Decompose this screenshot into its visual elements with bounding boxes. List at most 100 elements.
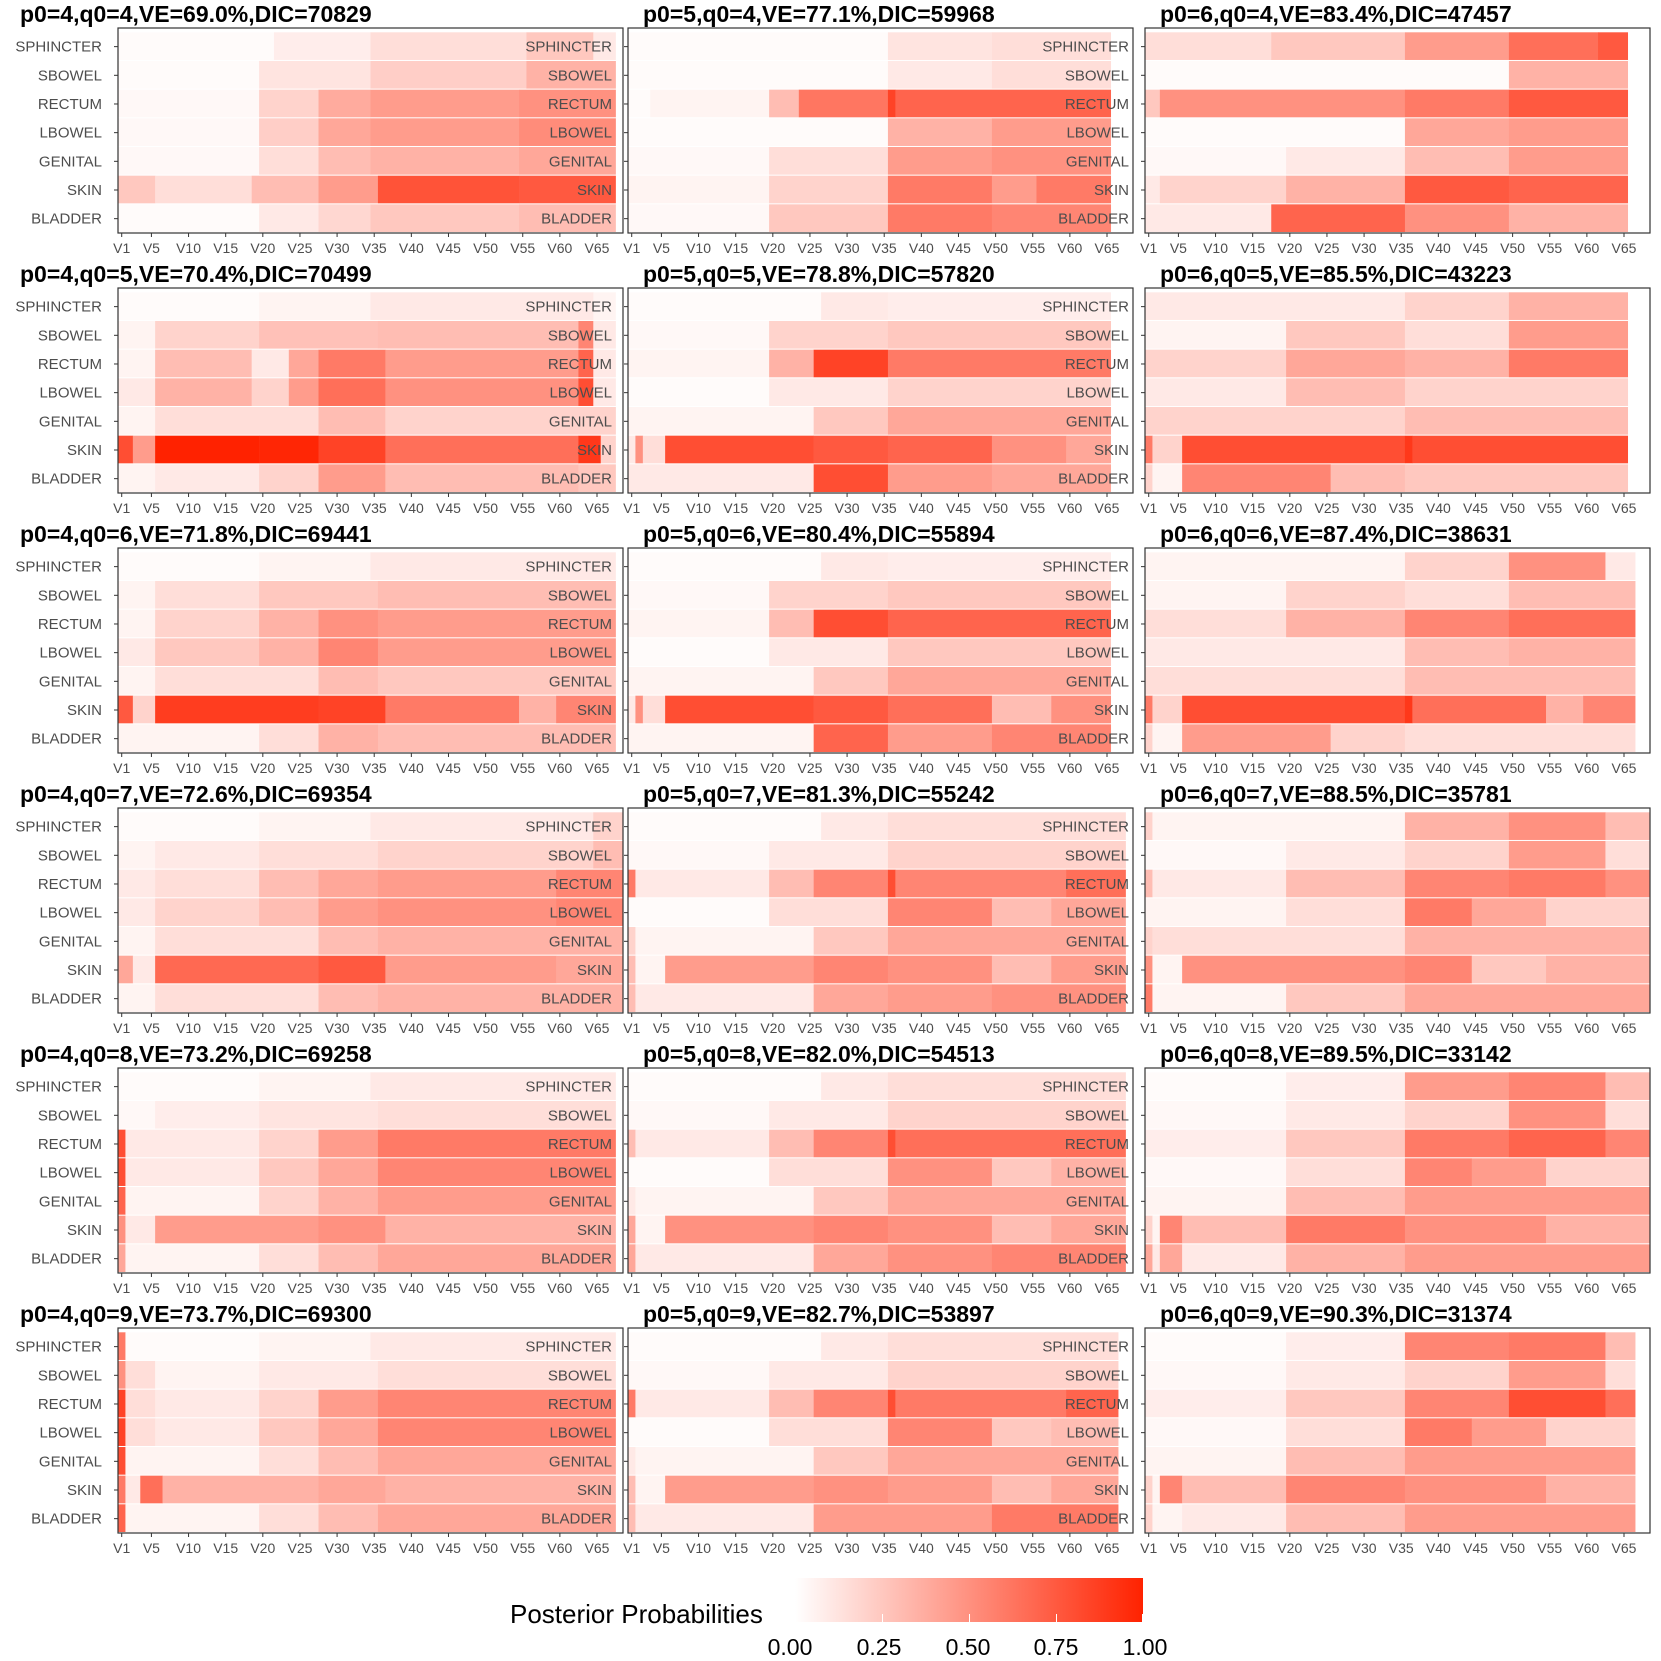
x-tick-label: V15 bbox=[1240, 1540, 1265, 1556]
heatmap-cell bbox=[1286, 146, 1406, 175]
heatmap-cell bbox=[1051, 1418, 1119, 1446]
x-tick-label: V35 bbox=[362, 240, 387, 256]
heatmap-panel: p0=6,q0=4,VE=83.4%,DIC=47457 SPHINCTER SBO… bbox=[1042, 1, 1651, 256]
heatmap-cell bbox=[1152, 1504, 1183, 1532]
heatmap-cell bbox=[628, 89, 651, 118]
heatmap-cell bbox=[1145, 1360, 1287, 1389]
heatmap-cell bbox=[259, 609, 319, 638]
x-tick-label: V20 bbox=[1277, 1540, 1302, 1556]
x-tick-label: V5 bbox=[143, 760, 160, 776]
heatmap-cell bbox=[1404, 638, 1510, 666]
panel-title: p0=5,q0=6,VE=80.4%,DIC=55894 bbox=[643, 521, 995, 547]
heatmap-cell bbox=[1605, 1332, 1636, 1360]
x-tick-label: V15 bbox=[213, 500, 238, 516]
heatmap-cell bbox=[273, 32, 371, 60]
row-label: LBOWEL bbox=[549, 905, 612, 922]
heatmap-cell bbox=[821, 1072, 889, 1100]
heatmap-cell bbox=[887, 1418, 993, 1446]
x-tick-label: V10 bbox=[686, 500, 711, 516]
heatmap-cell bbox=[991, 464, 1112, 492]
x-tick-label: V55 bbox=[1020, 1280, 1045, 1296]
heatmap-cell bbox=[318, 1158, 379, 1186]
heatmap-cell bbox=[118, 812, 260, 840]
x-tick-label: V1 bbox=[113, 1540, 130, 1556]
heatmap-cell bbox=[155, 869, 260, 898]
heatmap-cell bbox=[1145, 666, 1406, 695]
panel-frame bbox=[627, 1327, 1134, 1534]
heatmap-cell bbox=[519, 204, 616, 232]
row-label: RECTUM bbox=[548, 1136, 612, 1153]
heatmap-cell bbox=[318, 955, 386, 984]
x-tick-label: V10 bbox=[686, 760, 711, 776]
panel-frame bbox=[1144, 1067, 1651, 1274]
row-label: BLADDER bbox=[541, 1511, 612, 1528]
heatmap-cell bbox=[628, 406, 814, 435]
x-tick-label: V65 bbox=[1095, 1280, 1120, 1296]
x-tick-label: V55 bbox=[510, 1280, 535, 1296]
x-tick-label: V45 bbox=[1463, 500, 1488, 516]
heatmap-cell bbox=[118, 32, 275, 60]
heatmap-cell bbox=[769, 320, 889, 349]
x-tick-label: V65 bbox=[585, 500, 610, 516]
x-tick-label: V10 bbox=[686, 240, 711, 256]
row-label: BLADDER bbox=[1058, 471, 1129, 488]
heatmap-cell bbox=[628, 1215, 636, 1244]
heatmap-cell bbox=[118, 292, 260, 320]
row-label: GENITAL bbox=[549, 153, 612, 170]
x-tick-label: V50 bbox=[473, 500, 498, 516]
heatmap-cell bbox=[628, 32, 889, 60]
heatmap-cell bbox=[635, 435, 644, 464]
heatmap-cell bbox=[887, 89, 896, 118]
x-tick-label: V65 bbox=[585, 240, 610, 256]
row-label: BLADDER bbox=[31, 731, 102, 748]
heatmap-cell bbox=[125, 1129, 260, 1158]
heatmap-cell bbox=[1546, 695, 1584, 724]
heatmap-panel: p0=5,q0=9,VE=82.7%,DIC=53897 SPHINCTER SBO… bbox=[525, 1301, 1134, 1556]
heatmap-cell bbox=[155, 984, 319, 1012]
heatmap-cell bbox=[887, 378, 1112, 406]
heatmap-cell bbox=[155, 580, 260, 609]
heatmap-cell bbox=[1152, 869, 1287, 898]
heatmap-cell bbox=[377, 869, 557, 898]
heatmap-cell bbox=[1605, 1389, 1636, 1418]
heatmap-cell bbox=[1182, 695, 1406, 724]
heatmap-cell bbox=[1145, 984, 1153, 1012]
heatmap-cell bbox=[1286, 1389, 1406, 1418]
heatmap-cell bbox=[1152, 812, 1406, 840]
heatmap-cell bbox=[1412, 695, 1547, 724]
x-tick-label: V50 bbox=[983, 500, 1008, 516]
heatmap-cell bbox=[1145, 1072, 1287, 1100]
heatmap-cell bbox=[1404, 32, 1510, 60]
heatmap-panel: p0=4,q0=7,VE=72.6%,DIC=69354 SPHINCTER SBO… bbox=[15, 781, 624, 1036]
heatmap-cell bbox=[628, 926, 636, 955]
x-tick-label: V45 bbox=[946, 240, 971, 256]
heatmap-cell bbox=[118, 406, 156, 435]
x-tick-label: V20 bbox=[1277, 760, 1302, 776]
heatmap-cell bbox=[1145, 840, 1287, 869]
heatmap-cell bbox=[1145, 378, 1287, 406]
heatmap-cell bbox=[895, 1129, 1067, 1158]
x-tick-label: V25 bbox=[287, 240, 312, 256]
row-label: LBOWEL bbox=[39, 1425, 102, 1442]
heatmap-cell bbox=[1145, 1129, 1287, 1158]
heatmap-cell bbox=[1145, 1244, 1153, 1272]
x-tick-label: V35 bbox=[872, 1020, 897, 1036]
x-tick-label: V60 bbox=[1057, 760, 1082, 776]
row-label: GENITAL bbox=[39, 933, 102, 950]
heatmap-cell bbox=[887, 898, 993, 926]
heatmap-cell bbox=[887, 580, 1112, 609]
row-label: SKIN bbox=[67, 182, 102, 199]
heatmap-cell bbox=[887, 724, 993, 752]
x-tick-label: V45 bbox=[436, 1280, 461, 1296]
heatmap-cell bbox=[370, 89, 520, 118]
heatmap-cell bbox=[370, 812, 594, 840]
heatmap-cell bbox=[628, 349, 770, 378]
heatmap-cell bbox=[1404, 406, 1629, 435]
heatmap-cell bbox=[1471, 1418, 1547, 1446]
row-label: SKIN bbox=[1094, 1482, 1129, 1499]
heatmap-cell bbox=[628, 292, 822, 320]
x-tick-label: V15 bbox=[1240, 1280, 1265, 1296]
heatmap-cell bbox=[991, 32, 1112, 60]
x-tick-label: V30 bbox=[835, 1540, 860, 1556]
x-tick-label: V20 bbox=[1277, 500, 1302, 516]
